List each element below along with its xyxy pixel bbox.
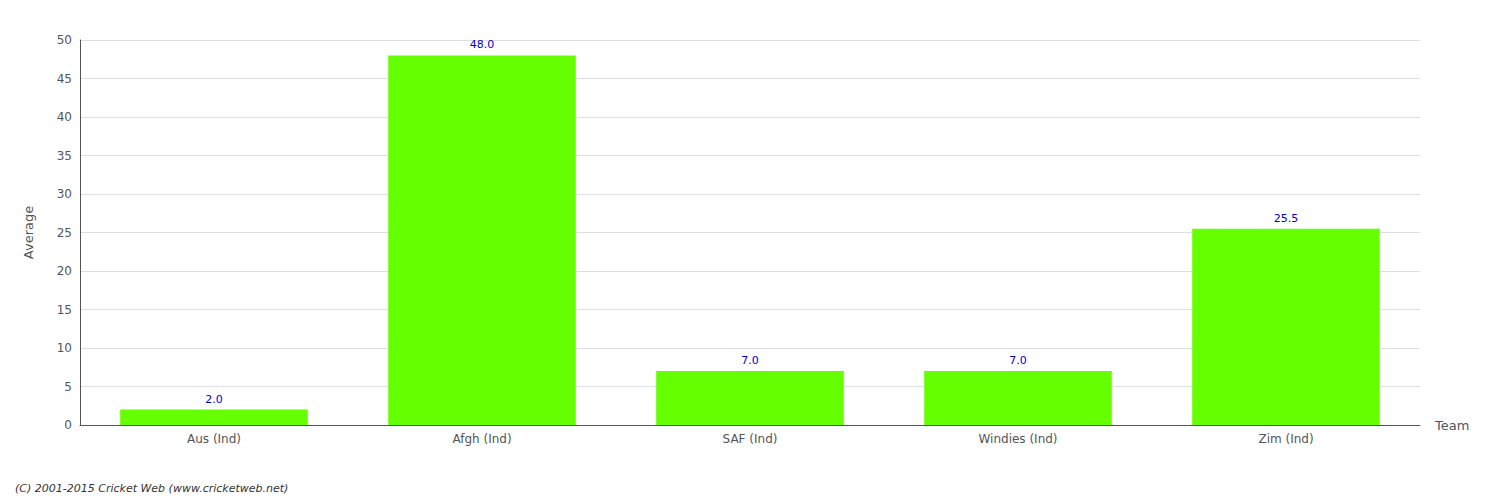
svg-text:45: 45 xyxy=(57,72,72,86)
svg-text:25.5: 25.5 xyxy=(1274,212,1299,225)
svg-text:Aus (Ind): Aus (Ind) xyxy=(187,432,241,446)
svg-text:Afgh (Ind): Afgh (Ind) xyxy=(452,432,511,446)
svg-text:48.0: 48.0 xyxy=(470,38,495,51)
svg-text:5: 5 xyxy=(64,380,72,394)
svg-text:(C) 2001-2015 Cricket Web (www: (C) 2001-2015 Cricket Web (www.cricketwe… xyxy=(15,482,288,495)
svg-text:30: 30 xyxy=(57,187,72,201)
svg-text:35: 35 xyxy=(57,149,72,163)
svg-text:0: 0 xyxy=(64,418,72,432)
svg-text:40: 40 xyxy=(57,110,72,124)
svg-text:10: 10 xyxy=(57,341,72,355)
svg-text:Average: Average xyxy=(21,206,36,259)
svg-text:15: 15 xyxy=(57,303,72,317)
svg-text:7.0: 7.0 xyxy=(1009,354,1027,367)
svg-text:SAF (Ind): SAF (Ind) xyxy=(723,432,778,446)
svg-text:Team: Team xyxy=(1434,418,1469,433)
svg-text:Zim (Ind): Zim (Ind) xyxy=(1258,432,1313,446)
svg-text:Windies (Ind): Windies (Ind) xyxy=(978,432,1057,446)
svg-text:7.0: 7.0 xyxy=(741,354,759,367)
svg-text:20: 20 xyxy=(57,264,72,278)
svg-text:2.0: 2.0 xyxy=(205,393,223,406)
svg-text:25: 25 xyxy=(57,226,72,240)
svg-text:50: 50 xyxy=(57,33,72,47)
